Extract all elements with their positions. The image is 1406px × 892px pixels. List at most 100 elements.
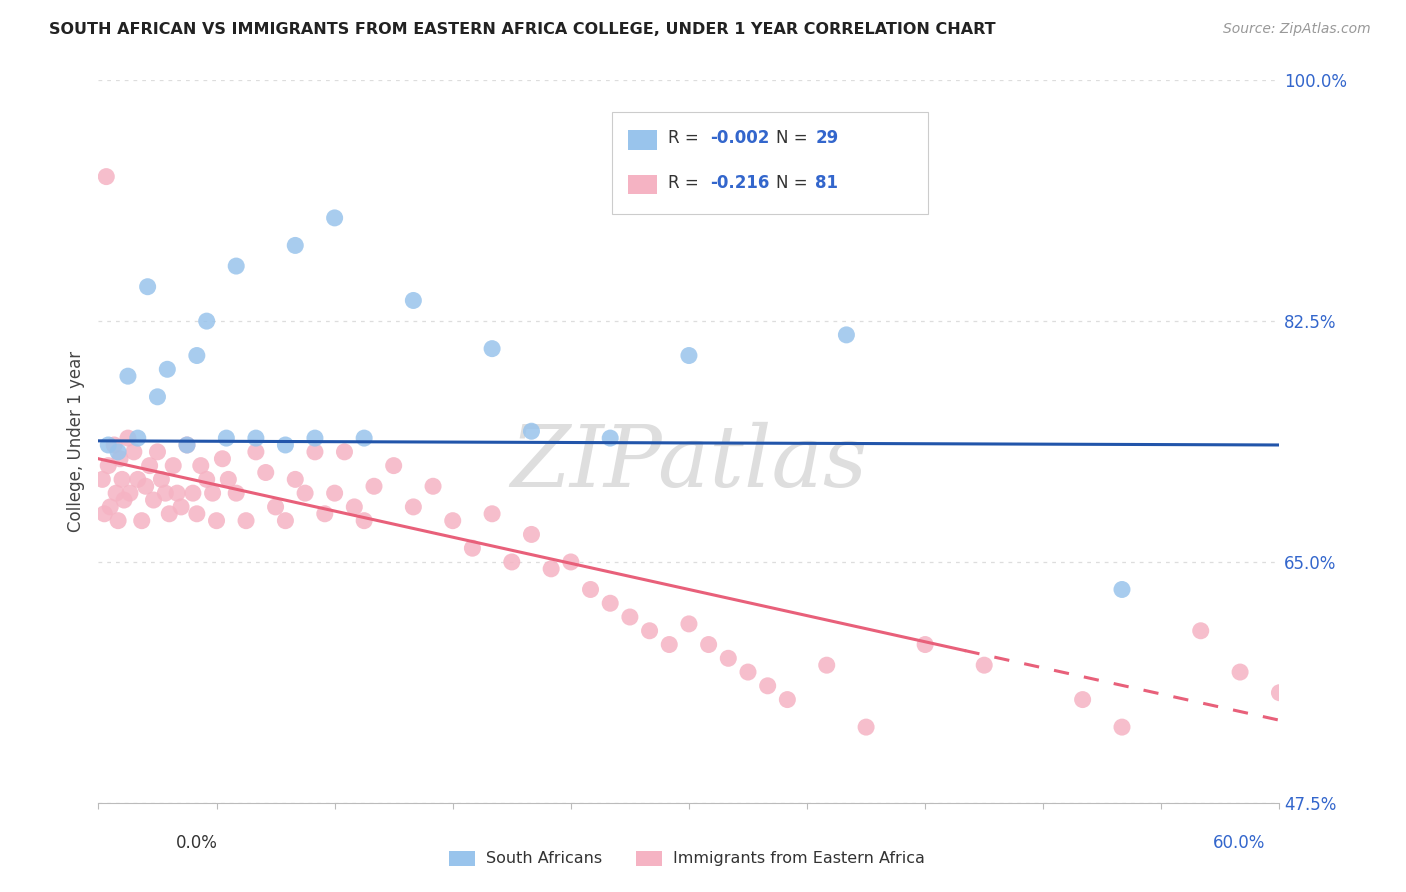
Point <box>98 500 121 514</box>
Point <box>1189 624 1212 638</box>
Point <box>382 458 405 473</box>
Point <box>579 582 602 597</box>
Point <box>245 445 267 459</box>
Point <box>520 424 543 438</box>
Point <box>1229 665 1251 679</box>
Point <box>122 445 145 459</box>
Point <box>717 651 740 665</box>
Point <box>254 466 277 480</box>
Text: 0.0%: 0.0% <box>176 834 218 852</box>
Point <box>211 451 233 466</box>
Point <box>638 624 661 638</box>
Text: N =: N = <box>776 129 813 147</box>
Point <box>181 486 204 500</box>
Point <box>304 445 326 459</box>
Point <box>343 500 366 514</box>
Point <box>217 472 239 486</box>
Point <box>186 507 208 521</box>
Point <box>166 486 188 500</box>
Point <box>815 658 838 673</box>
Point <box>195 472 218 486</box>
Point <box>402 293 425 308</box>
Point <box>461 541 484 556</box>
Point <box>599 596 621 610</box>
Point <box>855 720 877 734</box>
Text: South Africans: South Africans <box>486 851 602 865</box>
Point <box>107 445 129 459</box>
Y-axis label: College, Under 1 year: College, Under 1 year <box>66 351 84 533</box>
Point <box>138 458 160 473</box>
Point <box>422 479 444 493</box>
Text: 60.0%: 60.0% <box>1213 834 1265 852</box>
Point <box>520 527 543 541</box>
Text: SOUTH AFRICAN VS IMMIGRANTS FROM EASTERN AFRICA COLLEGE, UNDER 1 YEAR CORRELATIO: SOUTH AFRICAN VS IMMIGRANTS FROM EASTERN… <box>49 22 995 37</box>
Point <box>117 369 139 384</box>
Point <box>176 438 198 452</box>
Point <box>678 616 700 631</box>
Point <box>304 431 326 445</box>
Point <box>284 238 307 252</box>
Point <box>142 493 165 508</box>
Point <box>93 507 115 521</box>
Point <box>135 479 157 493</box>
Point <box>186 349 208 363</box>
Point <box>131 514 153 528</box>
Point <box>697 638 720 652</box>
Text: -0.216: -0.216 <box>710 174 769 192</box>
Point <box>501 555 523 569</box>
Point <box>96 169 118 184</box>
Point <box>540 562 562 576</box>
Point <box>112 493 135 508</box>
Point <box>323 486 346 500</box>
Point <box>481 507 503 521</box>
Point <box>245 431 267 445</box>
Point <box>560 555 582 569</box>
Point <box>118 486 141 500</box>
Point <box>91 472 114 486</box>
Point <box>737 665 759 679</box>
Point <box>146 390 169 404</box>
Text: -0.002: -0.002 <box>710 129 769 147</box>
Point <box>914 638 936 652</box>
Text: 81: 81 <box>815 174 838 192</box>
Point <box>363 479 385 493</box>
Point <box>284 472 307 486</box>
Point <box>157 507 180 521</box>
Point <box>274 514 297 528</box>
Point <box>215 431 238 445</box>
Point <box>176 438 198 452</box>
Point <box>353 514 375 528</box>
Point <box>441 514 464 528</box>
Point <box>190 458 212 473</box>
Point <box>195 314 218 328</box>
Point <box>136 279 159 293</box>
Point <box>117 431 139 445</box>
Point <box>201 486 224 500</box>
Point <box>146 445 169 459</box>
Point <box>323 211 346 225</box>
Text: Source: ZipAtlas.com: Source: ZipAtlas.com <box>1223 22 1371 37</box>
Point <box>225 486 247 500</box>
Point <box>1268 686 1291 700</box>
Point <box>155 486 177 500</box>
Point <box>756 679 779 693</box>
Point <box>481 342 503 356</box>
Point <box>162 458 184 473</box>
Point <box>333 445 356 459</box>
Point <box>264 500 287 514</box>
Point <box>97 438 120 452</box>
Point <box>108 451 131 466</box>
Text: R =: R = <box>668 129 704 147</box>
Point <box>402 500 425 514</box>
Point <box>103 438 125 452</box>
Text: R =: R = <box>668 174 704 192</box>
Point <box>107 514 129 528</box>
Text: 29: 29 <box>815 129 839 147</box>
Point <box>1111 582 1133 597</box>
Point <box>314 507 336 521</box>
Point <box>658 638 681 652</box>
Point <box>835 327 858 342</box>
Point <box>97 458 120 473</box>
Point <box>619 610 641 624</box>
Point <box>225 259 247 273</box>
